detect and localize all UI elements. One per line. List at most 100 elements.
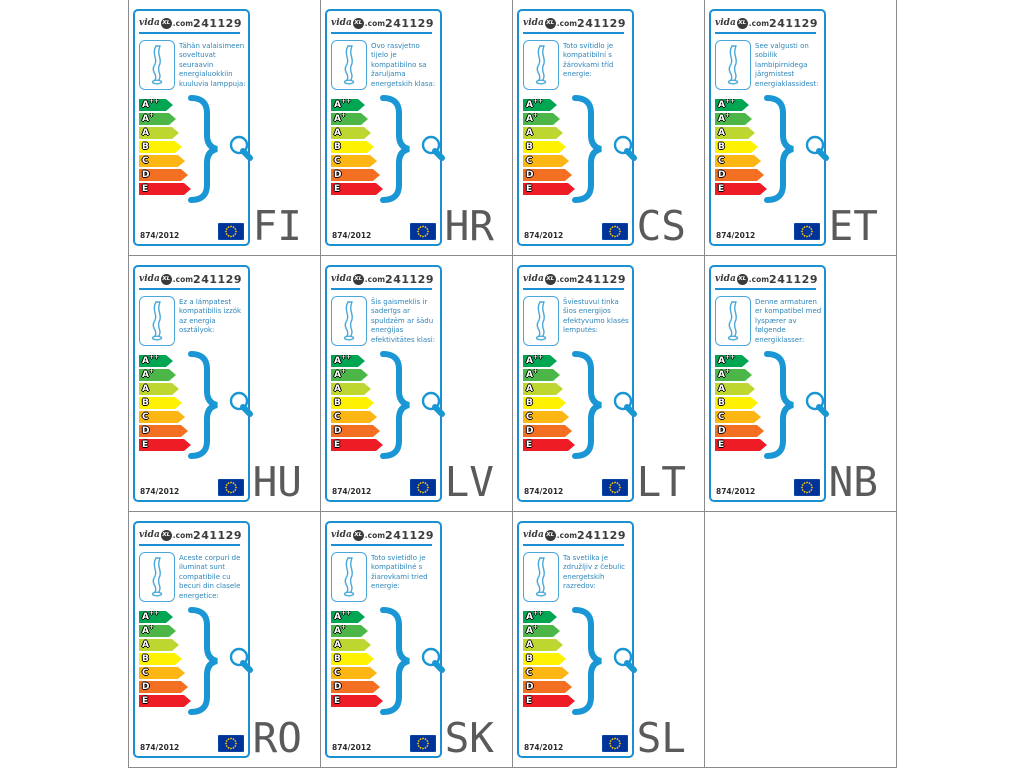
label-cell-hr: vida XL .com 241129 Ovo rasvjetno tijelo j…	[321, 0, 513, 256]
energy-arrow-d: D	[715, 425, 764, 437]
bulb-icon	[613, 135, 637, 161]
brand-domain-text: .com	[556, 18, 578, 28]
energy-arrow-d: D	[523, 425, 572, 437]
arrow-grade-letter: C	[526, 411, 533, 422]
arrow-grade-letter: E	[142, 695, 149, 706]
arrow-grade-letter: A	[334, 611, 341, 622]
energy-arrow-c: C	[139, 155, 185, 167]
energy-arrow-a++: A ++	[523, 355, 557, 367]
eu-flag-icon	[410, 223, 436, 240]
energy-class-arrows: A ++ A + A B C D E	[139, 611, 191, 709]
arrow-grade-letter: A	[142, 355, 149, 366]
arrow-grade-letter: B	[526, 653, 533, 664]
eu-flag-icon	[602, 479, 628, 496]
energy-class-arrows: A ++ A + A B C D E	[139, 99, 191, 197]
language-code: CS	[636, 202, 686, 250]
energy-class-arrows: A ++ A + A B C D E	[331, 611, 383, 709]
arrow-grade-letter: A	[334, 383, 341, 394]
curly-brace-icon	[188, 95, 253, 203]
arrow-grade-letter: B	[718, 141, 725, 152]
arrow-grade-letter: A	[142, 625, 149, 636]
arrow-grade-letter: A	[142, 127, 149, 138]
lamp-icon	[523, 296, 559, 346]
compatibility-text: Toto svietidlo je kompatibilné s žiarovk…	[371, 554, 428, 591]
brand-xl-badge: XL	[160, 273, 172, 285]
energy-arrow-a: A	[523, 127, 563, 139]
eu-flag-icon	[218, 479, 244, 496]
arrow-grade-superscript: +	[148, 112, 154, 119]
vidaxl-logo: vida XL .com	[523, 273, 577, 285]
energy-arrow-a: A	[139, 127, 179, 139]
compatibility-text: Ta svetilka je združljiv z čebulic energ…	[563, 554, 625, 591]
eu-flag-icon	[218, 735, 244, 752]
energy-arrow-d: D	[139, 169, 188, 181]
brand-domain-text: .com	[172, 530, 194, 540]
energy-arrow-a: A	[139, 639, 179, 651]
curly-brace-icon	[764, 351, 829, 459]
label-header: vida XL .com 241129	[331, 14, 433, 34]
brand-domain-text: .com	[748, 274, 770, 284]
brand-text: vida	[715, 274, 736, 284]
energy-arrow-b: B	[715, 141, 758, 153]
arrow-grade-superscript: ++	[532, 354, 544, 361]
arrow-grade-letter: C	[718, 155, 725, 166]
energy-arrow-e: E	[139, 439, 191, 451]
brand-xl-badge: XL	[352, 529, 364, 541]
label-cell-nb: vida XL .com 241129 Denne armaturen er kom…	[705, 256, 897, 512]
energy-arrow-e: E	[715, 183, 767, 195]
energy-arrow-e: E	[523, 439, 575, 451]
vidaxl-logo: vida XL .com	[139, 273, 193, 285]
language-code: FI	[252, 202, 302, 250]
energy-label: vida XL .com 241129 Šis gaismeklis ir sade…	[325, 265, 445, 502]
curly-brace-icon	[764, 95, 829, 203]
curly-brace-icon	[572, 351, 637, 459]
energy-label: vida XL .com 241129 Tähän valaisimeen sove…	[133, 9, 253, 246]
energy-arrow-a+: A +	[139, 369, 176, 381]
arrow-grade-letter: C	[142, 155, 149, 166]
arrow-grade-letter: D	[718, 425, 726, 436]
arrow-grade-superscript: ++	[724, 354, 736, 361]
lamp-icon	[331, 552, 367, 602]
brand-xl-text: XL	[162, 532, 171, 538]
energy-arrow-a: A	[523, 639, 563, 651]
arrow-grade-letter: A	[142, 383, 149, 394]
arrow-grade-letter: E	[526, 695, 533, 706]
energy-arrow-b: B	[523, 653, 566, 665]
info-row: See valgusti on sobilik lambipirnidega j…	[715, 40, 822, 90]
arrow-grade-superscript: +	[148, 368, 154, 375]
arrow-grade-superscript: +	[532, 368, 538, 375]
lamp-icon	[139, 296, 175, 346]
label-cell-cs: vida XL .com 241129 Toto svítidlo je kompa…	[513, 0, 705, 256]
regulation-number: 874/2012	[716, 231, 756, 240]
arrow-grade-letter: D	[526, 681, 534, 692]
vidaxl-logo: vida XL .com	[331, 273, 385, 285]
compatibility-text: Ez a lámpatest kompatibilis izzók az ene…	[179, 298, 242, 335]
energy-arrow-a++: A ++	[331, 355, 365, 367]
bulb-icon	[805, 391, 829, 417]
brand-xl-badge: XL	[160, 529, 172, 541]
brand-text: vida	[523, 530, 544, 540]
label-header: vida XL .com 241129	[715, 270, 817, 290]
eu-flag-icon	[794, 479, 820, 496]
energy-arrow-c: C	[331, 667, 377, 679]
info-row: Šviestuvui tinka šios energijos efektyvu…	[523, 296, 630, 346]
brand-xl-text: XL	[546, 20, 555, 26]
label-grid: vida XL .com 241129 Tähän valaisimeen sove…	[128, 0, 897, 768]
arrow-grade-letter: A	[526, 639, 533, 650]
brand-xl-badge: XL	[736, 17, 748, 29]
arrow-grade-letter: E	[334, 695, 341, 706]
info-row: Ez a lámpatest kompatibilis izzók az ene…	[139, 296, 246, 346]
brand-text: vida	[331, 18, 352, 28]
energy-arrow-b: B	[331, 653, 374, 665]
empty-cell	[705, 512, 897, 768]
arrow-grade-letter: B	[142, 141, 149, 152]
eu-flag-icon	[410, 479, 436, 496]
arrow-grade-letter: E	[718, 183, 725, 194]
product-number: 241129	[385, 272, 434, 286]
energy-arrow-d: D	[331, 681, 380, 693]
arrow-grade-superscript: +	[724, 112, 730, 119]
energy-arrow-a: A	[331, 639, 371, 651]
brand-xl-badge: XL	[352, 273, 364, 285]
arrow-grade-letter: A	[142, 611, 149, 622]
